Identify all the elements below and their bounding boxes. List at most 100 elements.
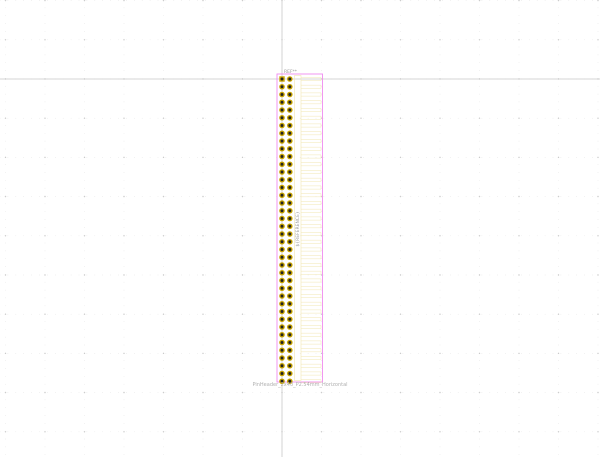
- grid-dot: [439, 281, 441, 283]
- grid-dot: [400, 415, 401, 416]
- grid-dot: [123, 266, 125, 267]
- grid-dot: [23, 0, 25, 1]
- grid-dot: [378, 39, 380, 41]
- grid-dot: [410, 117, 412, 119]
- grid-dot: [44, 219, 46, 220]
- grid-dot: [399, 0, 402, 2]
- grid-dot: [202, 281, 204, 283]
- grid-dot: [321, 344, 322, 346]
- grid-dot: [479, 415, 480, 416]
- reference-label[interactable]: REF**: [284, 69, 298, 75]
- grid-dot: [123, 336, 125, 338]
- grid-dot: [439, 39, 441, 41]
- grid-dot: [44, 415, 46, 416]
- grid-dot: [84, 85, 85, 87]
- grid-dot: [5, 274, 6, 275]
- grid-dot: [149, 0, 151, 1]
- grid-dot: [544, 196, 546, 197]
- grid-dot: [44, 54, 46, 56]
- grid-dot: [31, 353, 32, 354]
- grid-dot: [163, 313, 164, 314]
- grid-dot: [399, 391, 402, 394]
- grid-dot: [465, 39, 467, 41]
- grid-dot: [410, 431, 412, 433]
- grid-dot: [123, 274, 125, 276]
- grid-dot: [70, 235, 72, 237]
- grid-dot: [84, 132, 85, 134]
- grid-dot: [202, 195, 204, 197]
- grid-dot: [521, 0, 522, 1]
- grid-dot: [536, 39, 538, 41]
- grid-dot: [584, 117, 585, 119]
- grid-dot: [439, 70, 441, 71]
- grid-dot: [78, 196, 80, 197]
- grid-dot: [202, 172, 204, 173]
- grid-dot: [173, 274, 175, 276]
- grid-dot: [189, 313, 190, 315]
- grid-dot: [84, 179, 85, 181]
- grid-dot: [557, 274, 560, 276]
- fab-reference-label[interactable]: ${REFERENCE}: [295, 211, 301, 246]
- grid-dot: [162, 156, 165, 159]
- grid-dot: [449, 392, 451, 393]
- grid-dot: [181, 235, 183, 237]
- grid-dot: [84, 125, 85, 126]
- grid-dot: [557, 235, 560, 237]
- grid-dot: [5, 352, 6, 354]
- grid-dot: [400, 132, 401, 134]
- grid-dot: [439, 391, 441, 393]
- pad-drill-hole: [288, 147, 292, 151]
- grid-dot: [321, 140, 322, 142]
- grid-dot: [5, 187, 6, 189]
- footprint[interactable]: REF** ${REFERENCE} PinHeader_2x40_P2.54m…: [252, 69, 347, 388]
- grid-dot: [331, 39, 333, 41]
- grid-dot: [347, 235, 348, 237]
- grid-dot: [558, 328, 559, 330]
- grid-dot: [386, 117, 388, 119]
- grid-dot: [44, 109, 46, 111]
- grid-dot: [321, 164, 322, 165]
- grid-dot: [439, 313, 441, 315]
- grid-dot: [321, 172, 322, 173]
- grid-dot: [202, 289, 204, 291]
- grid-dot: [331, 0, 333, 1]
- grid-dot: [597, 446, 599, 448]
- grid-dot: [355, 274, 356, 276]
- grid-dot: [315, 39, 317, 41]
- grid-dot: [123, 7, 125, 9]
- grid-dot: [410, 353, 412, 354]
- grid-dot: [141, 157, 143, 158]
- grid-dot: [378, 196, 380, 197]
- grid-dot: [228, 157, 230, 158]
- grid-dot: [83, 274, 86, 276]
- grid-dot: [321, 313, 322, 314]
- grid-dot: [202, 454, 204, 456]
- value-label[interactable]: PinHeader_2x40_P2.54mm_Horizontal: [252, 382, 347, 388]
- grid-dot: [39, 313, 40, 315]
- grid-dot: [339, 39, 341, 41]
- grid-dot: [44, 258, 46, 260]
- grid-dot: [321, 203, 322, 205]
- grid-dot: [558, 375, 559, 377]
- grid-dot: [84, 46, 85, 48]
- grid-dot: [242, 438, 243, 440]
- grid-dot: [576, 274, 578, 276]
- grid-dot: [479, 179, 480, 181]
- grid-dot: [465, 392, 467, 393]
- grid-dot: [558, 368, 559, 369]
- grid-dot: [528, 196, 530, 197]
- grid-dot: [400, 156, 401, 158]
- grid-dot: [513, 392, 514, 393]
- grid-dot: [242, 336, 243, 338]
- grid-dot: [84, 344, 85, 346]
- grid-dot: [479, 31, 480, 32]
- grid-dot: [518, 454, 520, 456]
- grid-dot: [331, 274, 333, 276]
- grid-dot: [123, 46, 125, 48]
- grid-dot: [518, 0, 520, 2]
- grid-dot: [44, 179, 46, 181]
- grid-dot: [400, 250, 401, 252]
- grid-dot: [360, 375, 362, 377]
- grid-dot: [163, 93, 164, 95]
